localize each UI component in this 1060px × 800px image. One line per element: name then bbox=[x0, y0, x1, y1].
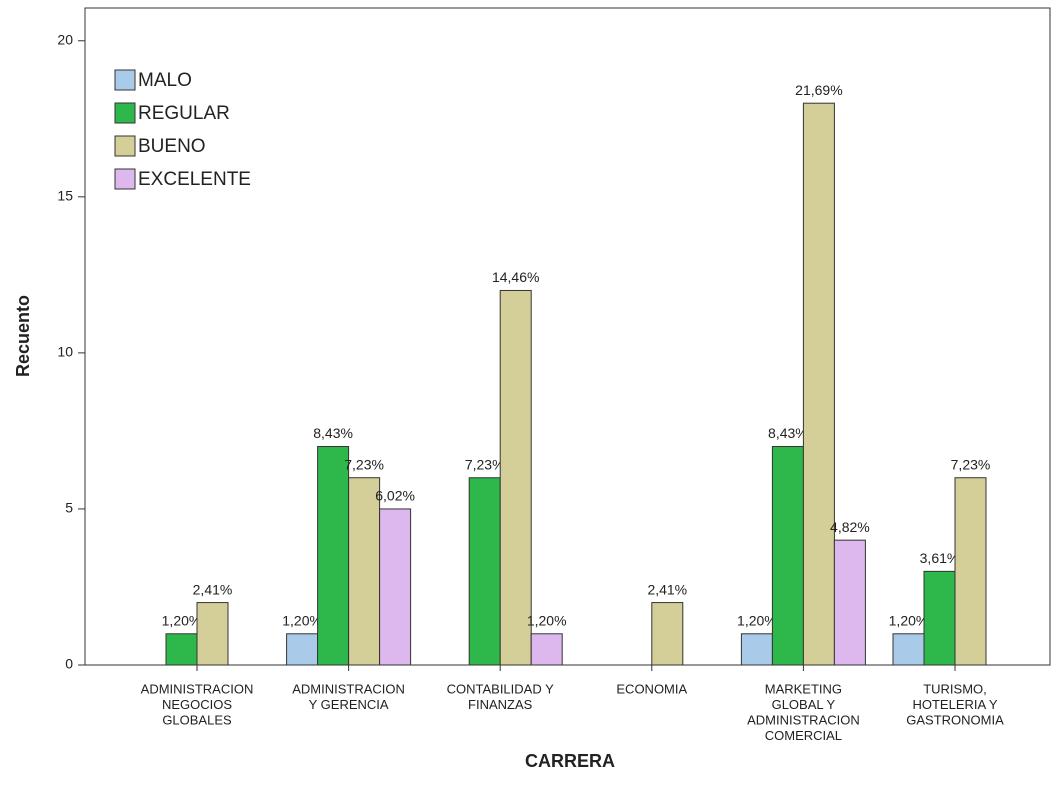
x-tick-label: GLOBAL Y bbox=[772, 697, 836, 712]
bar bbox=[771, 446, 804, 666]
x-tick-label: CONTABILIDAD Y bbox=[447, 681, 554, 696]
bar bbox=[468, 477, 501, 666]
data-label: 8,43% bbox=[768, 425, 808, 441]
y-tick-label: 0 bbox=[65, 656, 73, 672]
y-tick-label: 5 bbox=[65, 500, 73, 516]
x-tick-label: ADMINISTRACION bbox=[747, 712, 860, 727]
legend-swatch bbox=[114, 69, 136, 91]
x-tick-label: GASTRONOMIA bbox=[906, 712, 1004, 727]
bar bbox=[954, 477, 987, 666]
x-tick-label: ADMINISTRACION bbox=[141, 681, 254, 696]
y-tick-label: 20 bbox=[57, 31, 73, 47]
x-tick-label: FINANZAS bbox=[468, 697, 533, 712]
data-label: 2,41% bbox=[193, 581, 233, 597]
data-label: 2,41% bbox=[647, 581, 687, 597]
plot-frame bbox=[84, 7, 1051, 666]
legend-swatch bbox=[114, 102, 136, 124]
legend-label: MALO bbox=[138, 70, 192, 91]
data-label: 1,20% bbox=[282, 612, 322, 628]
legend-label: BUENO bbox=[138, 136, 206, 157]
y-tick-label: 10 bbox=[57, 344, 73, 360]
data-label: 8,43% bbox=[313, 425, 353, 441]
bar bbox=[651, 602, 684, 666]
bar bbox=[892, 633, 925, 666]
bar bbox=[196, 602, 229, 666]
data-label: 14,46% bbox=[492, 269, 539, 285]
bar bbox=[348, 477, 381, 666]
bar bbox=[802, 102, 835, 666]
x-tick-label: NEGOCIOS bbox=[162, 697, 232, 712]
x-tick-label: TURISMO, bbox=[923, 681, 987, 696]
data-label: 7,23% bbox=[465, 456, 505, 472]
data-label: 3,61% bbox=[920, 550, 960, 566]
x-axis-label: CARRERA bbox=[525, 751, 615, 771]
legend-label: EXCELENTE bbox=[138, 169, 251, 190]
bar bbox=[379, 508, 412, 666]
x-tick-label: ECONOMIA bbox=[616, 681, 687, 696]
data-label: 1,20% bbox=[889, 612, 929, 628]
bar bbox=[923, 570, 956, 666]
data-label: 1,20% bbox=[527, 612, 567, 628]
x-tick-label: COMERCIAL bbox=[765, 728, 842, 743]
y-tick-label: 15 bbox=[57, 188, 73, 204]
x-tick-label: Y GERENCIA bbox=[309, 697, 389, 712]
bar bbox=[740, 633, 773, 666]
x-tick-label: MARKETING bbox=[765, 681, 842, 696]
bar bbox=[499, 289, 532, 666]
data-label: 4,82% bbox=[830, 519, 870, 535]
bar bbox=[286, 633, 319, 666]
data-label: 7,23% bbox=[344, 456, 384, 472]
legend-swatch bbox=[114, 168, 136, 190]
data-label: 1,20% bbox=[737, 612, 777, 628]
bar bbox=[317, 446, 350, 666]
data-label: 7,23% bbox=[951, 456, 991, 472]
legend-swatch bbox=[114, 135, 136, 157]
data-label: 1,20% bbox=[162, 612, 202, 628]
y-axis-label: Recuento bbox=[13, 295, 33, 377]
x-tick-label: GLOBALES bbox=[162, 712, 232, 727]
data-label: 6,02% bbox=[375, 488, 415, 504]
data-label: 21,69% bbox=[795, 82, 842, 98]
legend-label: REGULAR bbox=[138, 103, 230, 124]
bar bbox=[833, 539, 866, 666]
bar bbox=[165, 633, 198, 666]
x-tick-label: HOTELERIA Y bbox=[912, 697, 997, 712]
x-tick-label: ADMINISTRACION bbox=[292, 681, 405, 696]
bar bbox=[530, 633, 563, 666]
